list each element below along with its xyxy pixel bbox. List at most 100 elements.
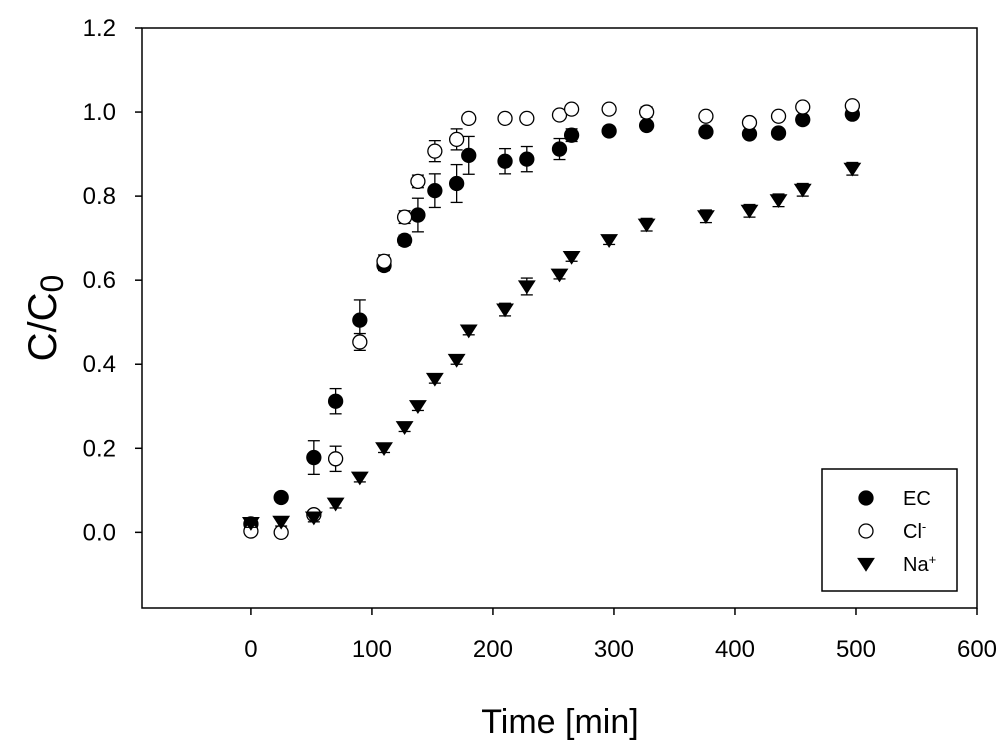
data-point-na bbox=[600, 234, 619, 248]
data-point-cl bbox=[770, 108, 787, 124]
data-point-cl bbox=[563, 101, 580, 117]
data-point-na bbox=[447, 353, 466, 368]
data-point-na bbox=[304, 511, 323, 526]
data-point-ec bbox=[601, 123, 617, 139]
data-point-na bbox=[395, 421, 414, 435]
y-tick-label: 0.2 bbox=[83, 435, 116, 462]
legend-item-cl: Cl- bbox=[858, 519, 926, 544]
x-tick-label: 100 bbox=[352, 636, 392, 663]
legend-item-na: Na+ bbox=[857, 552, 936, 577]
data-point-ec bbox=[306, 449, 322, 466]
y-tick-label: 0.8 bbox=[83, 183, 116, 210]
data-point-cl bbox=[352, 334, 368, 350]
data-point-na bbox=[272, 515, 291, 530]
data-point-ec bbox=[427, 183, 443, 199]
data-point-na bbox=[769, 194, 788, 209]
data-point-cl bbox=[601, 101, 617, 117]
data-point-cl bbox=[448, 131, 465, 148]
legend-marker-na bbox=[857, 557, 875, 572]
data-point-cl bbox=[844, 98, 861, 114]
legend-label-cl: Cl- bbox=[903, 519, 926, 544]
data-point-ec bbox=[497, 153, 513, 169]
y-tick-label: 1.2 bbox=[83, 15, 116, 42]
legend-box bbox=[821, 468, 958, 592]
data-point-ec bbox=[410, 207, 426, 223]
data-point-cl bbox=[698, 108, 714, 124]
data-point-ec bbox=[638, 117, 655, 134]
y-axis-ticks: 0.0 0.2 0.4 0.6 0.8 1.0 1.2 bbox=[83, 15, 142, 546]
data-point-ec bbox=[273, 489, 289, 506]
x-tick-label: 0 bbox=[244, 636, 257, 663]
data-point-na bbox=[496, 303, 514, 318]
data-point-na bbox=[517, 280, 536, 295]
data-point-na bbox=[637, 218, 656, 233]
data-point-ec bbox=[519, 151, 535, 167]
data-point-na bbox=[326, 497, 345, 512]
legend: EC Cl- Na+ bbox=[821, 468, 958, 592]
x-axis-ticks: 0 100 200 300 400 500 600 bbox=[244, 608, 997, 663]
y-tick-label: 0.0 bbox=[83, 519, 116, 546]
legend-label-superscript: + bbox=[929, 552, 937, 567]
legend-label-na: Na+ bbox=[903, 552, 936, 577]
data-point-cl bbox=[519, 110, 535, 127]
series-cl bbox=[243, 98, 861, 540]
x-axis-title: Time [min] bbox=[481, 703, 638, 741]
legend-item-ec: EC bbox=[858, 488, 931, 510]
legend-label-ec: EC bbox=[903, 488, 931, 510]
data-point-na bbox=[408, 400, 427, 414]
data-point-ec bbox=[795, 111, 811, 128]
data-point-ec bbox=[551, 141, 568, 157]
data-point-na bbox=[375, 442, 393, 457]
data-point-cl bbox=[461, 110, 477, 127]
data-point-na bbox=[350, 471, 369, 486]
y-tick-label: 1.0 bbox=[83, 99, 116, 126]
data-point-ec bbox=[461, 147, 477, 163]
data-point-ec bbox=[770, 125, 787, 141]
data-point-ec bbox=[563, 127, 580, 143]
data-point-na bbox=[843, 162, 862, 177]
data-point-na bbox=[241, 517, 260, 531]
data-point-cl bbox=[427, 143, 443, 159]
x-tick-label: 400 bbox=[715, 636, 755, 663]
data-point-cl bbox=[741, 114, 758, 131]
x-tick-label: 600 bbox=[957, 636, 997, 663]
x-tick-label: 300 bbox=[594, 636, 634, 663]
data-point-ec bbox=[396, 232, 413, 248]
legend-marker-ec bbox=[858, 490, 874, 506]
plot-frame bbox=[141, 27, 978, 609]
data-point-ec bbox=[448, 175, 465, 192]
data-series bbox=[241, 98, 862, 540]
data-point-cl bbox=[551, 107, 568, 123]
data-point-na bbox=[425, 372, 444, 387]
data-point-na bbox=[562, 250, 581, 265]
data-point-ec bbox=[327, 393, 344, 409]
data-point-cl bbox=[638, 104, 655, 120]
data-point-ec bbox=[352, 312, 368, 328]
legend-label-base: Cl bbox=[903, 521, 922, 543]
data-point-na bbox=[550, 268, 569, 283]
y-tick-label: 0.4 bbox=[83, 351, 116, 378]
data-point-na bbox=[740, 204, 759, 219]
data-point-cl bbox=[327, 451, 344, 467]
legend-marker-cl bbox=[858, 523, 874, 539]
y-axis-title-base: C/C bbox=[21, 292, 65, 361]
y-axis-title-subscript: 0 bbox=[34, 275, 70, 293]
legend-label-superscript: - bbox=[922, 519, 926, 534]
data-point-na bbox=[697, 210, 715, 225]
series-ec bbox=[243, 106, 861, 532]
data-point-cl bbox=[497, 110, 513, 127]
data-point-cl bbox=[410, 173, 426, 190]
data-point-na bbox=[793, 183, 812, 198]
legend-label-base: Na bbox=[903, 554, 929, 576]
data-point-ec bbox=[698, 124, 714, 140]
x-tick-label: 500 bbox=[836, 636, 876, 663]
data-point-na bbox=[459, 324, 478, 339]
y-tick-label: 0.6 bbox=[83, 267, 116, 294]
x-tick-label: 200 bbox=[473, 636, 513, 663]
legend-label-base: EC bbox=[903, 488, 931, 510]
y-axis-title: C/C0 bbox=[21, 275, 70, 362]
data-point-cl bbox=[795, 99, 811, 115]
data-point-cl bbox=[376, 253, 392, 269]
data-point-cl bbox=[396, 209, 413, 225]
